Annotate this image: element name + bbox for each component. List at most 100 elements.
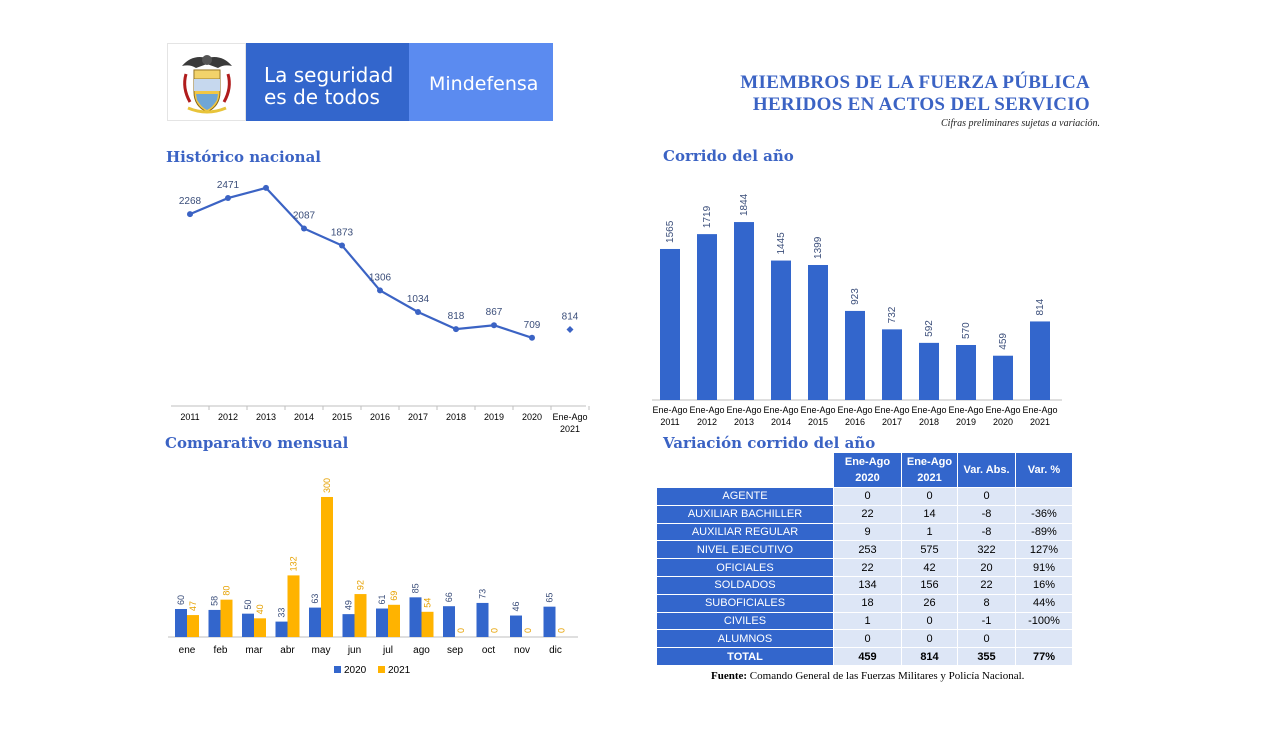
bar-2020: [476, 602, 489, 637]
cell-var-pct: 127%: [1016, 541, 1072, 559]
data-label: 0: [490, 628, 500, 633]
legend-label: 2021: [388, 665, 411, 676]
bar-2020: [443, 606, 455, 637]
bar: [882, 329, 902, 400]
cell-var-abs: 22: [958, 576, 1015, 594]
x-tick-label: jul: [382, 645, 393, 656]
x-tick-label: 2017: [882, 417, 902, 427]
data-label: 47: [188, 601, 198, 611]
x-tick-label: 2013: [256, 412, 276, 422]
table-row: AUXILIAR BACHILLER 22 14 -8 -36%: [657, 505, 1072, 523]
x-tick-label: Ene-Ago: [837, 405, 872, 415]
bar-2020: [242, 613, 254, 637]
row-label: ALUMNOS: [657, 630, 833, 648]
bar-2020: [208, 609, 221, 637]
data-label: 592: [924, 320, 935, 337]
data-label: 66: [444, 592, 454, 602]
cell-var-pct: 44%: [1016, 594, 1072, 612]
row-label: NIVEL EJECUTIVO: [657, 541, 833, 559]
data-label: 92: [356, 580, 366, 590]
coat-of-arms-logo: [167, 43, 246, 121]
cell-2020: 253: [834, 541, 901, 559]
x-tick-label: 2014: [294, 412, 314, 422]
data-label: 61: [377, 595, 387, 605]
title-line-2: HERIDOS EN ACTOS DEL SERVICIO: [752, 94, 1090, 115]
x-tick-label: 2015: [332, 412, 352, 422]
bar-2021: [388, 604, 400, 637]
x-tick-label: Ene-Ago: [948, 405, 983, 415]
x-tick-label: abr: [280, 645, 295, 656]
cell-2021: 814: [902, 648, 957, 665]
table-header-row: Ene-Ago 2020 Ene-Ago 2021 Var. Abs. Var. %: [657, 453, 1072, 487]
cell-var-abs: 0: [958, 630, 1015, 648]
section-title-corrido: Corrido del año: [663, 147, 794, 165]
x-tick-label: 2016: [370, 412, 390, 422]
row-label: AUXILIAR REGULAR: [657, 523, 833, 541]
data-point: [225, 195, 231, 202]
header-banner: La seguridad es de todos Mindefensa: [167, 43, 553, 121]
cell-var-pct: -36%: [1016, 505, 1072, 523]
cell-2021: 1: [902, 523, 957, 541]
cell-var-abs: 355: [958, 648, 1015, 665]
source-text: Comando General de las Fuerzas Militares…: [749, 670, 1025, 682]
data-point: [415, 309, 421, 316]
x-tick-label: Ene-Ago: [800, 405, 835, 415]
data-label: 1034: [407, 294, 430, 305]
cell-var-pct: 91%: [1016, 559, 1072, 576]
legend-swatch-2020: [334, 666, 341, 673]
slogan-line-1: La seguridad: [264, 63, 394, 87]
x-tick-label: 2014: [771, 417, 791, 427]
data-label: 923: [850, 288, 861, 305]
row-label: AGENTE: [657, 488, 833, 505]
x-tick-label: 2019: [484, 412, 504, 422]
x-tick-label: nov: [514, 645, 530, 656]
cell-var-abs: 0: [958, 488, 1015, 505]
data-label: 1873: [331, 227, 354, 238]
x-tick-label: 2020: [522, 412, 542, 422]
x-tick-label: Ene-Ago: [652, 405, 687, 415]
data-label: 1445: [776, 232, 787, 255]
data-label: 814: [1035, 298, 1046, 315]
cell-2021: 0: [902, 488, 957, 505]
table-row: CIVILES 1 0 -1 -100%: [657, 612, 1072, 630]
row-label: TOTAL: [657, 648, 833, 665]
cell-var-pct: -100%: [1016, 612, 1072, 630]
x-tick-label: Ene-Ago: [911, 405, 946, 415]
report-title: MIEMBROS DE LA FUERZA PÚBLICA HERIDOS EN…: [700, 72, 1090, 116]
cell-2020: 0: [834, 630, 901, 648]
bar-2021: [287, 575, 300, 637]
data-label: 1565: [665, 220, 676, 243]
x-tick-label: 2021: [560, 424, 580, 434]
historical-line-chart: 2268 2011 2471 2012 2599 2013 2087 2014 1873 2015…: [171, 180, 590, 434]
cell-2020: 0: [834, 488, 901, 505]
data-label: 814: [562, 311, 579, 322]
table-row: ALUMNOS 0 0 0: [657, 630, 1072, 648]
data-point: [566, 325, 574, 333]
bar-2020: [275, 621, 288, 637]
x-tick-label: may: [312, 645, 331, 656]
x-tick-label: 2019: [956, 417, 976, 427]
cell-var-abs: 20: [958, 559, 1015, 576]
bar-2020: [376, 608, 388, 637]
section-title-variacion: Variación corrido del año: [663, 434, 876, 452]
cell-var-abs: -8: [958, 505, 1015, 523]
series-line: [189, 186, 533, 339]
data-point: [301, 225, 307, 232]
data-label: 58: [210, 596, 220, 606]
row-label: CIVILES: [657, 612, 833, 630]
x-tick-label: Ene-Ago: [1022, 405, 1057, 415]
data-point: [529, 334, 535, 341]
variation-table: Ene-Ago 2020 Ene-Ago 2021 Var. Abs. Var. %…: [656, 452, 1073, 666]
x-tick-label: ene: [179, 645, 196, 656]
data-point: [491, 322, 497, 329]
x-tick-label: Ene-Ago: [689, 405, 724, 415]
data-label: 1399: [813, 236, 824, 259]
section-title-historico: Histórico nacional: [166, 148, 321, 166]
cell-var-pct: 16%: [1016, 576, 1072, 594]
x-tick-label: 2011: [180, 412, 199, 422]
data-label: 300: [322, 478, 332, 493]
bar: [697, 234, 717, 400]
legend-swatch-2021: [378, 666, 385, 673]
x-tick-label: dic: [549, 645, 562, 656]
cell-2021: 156: [902, 576, 957, 594]
